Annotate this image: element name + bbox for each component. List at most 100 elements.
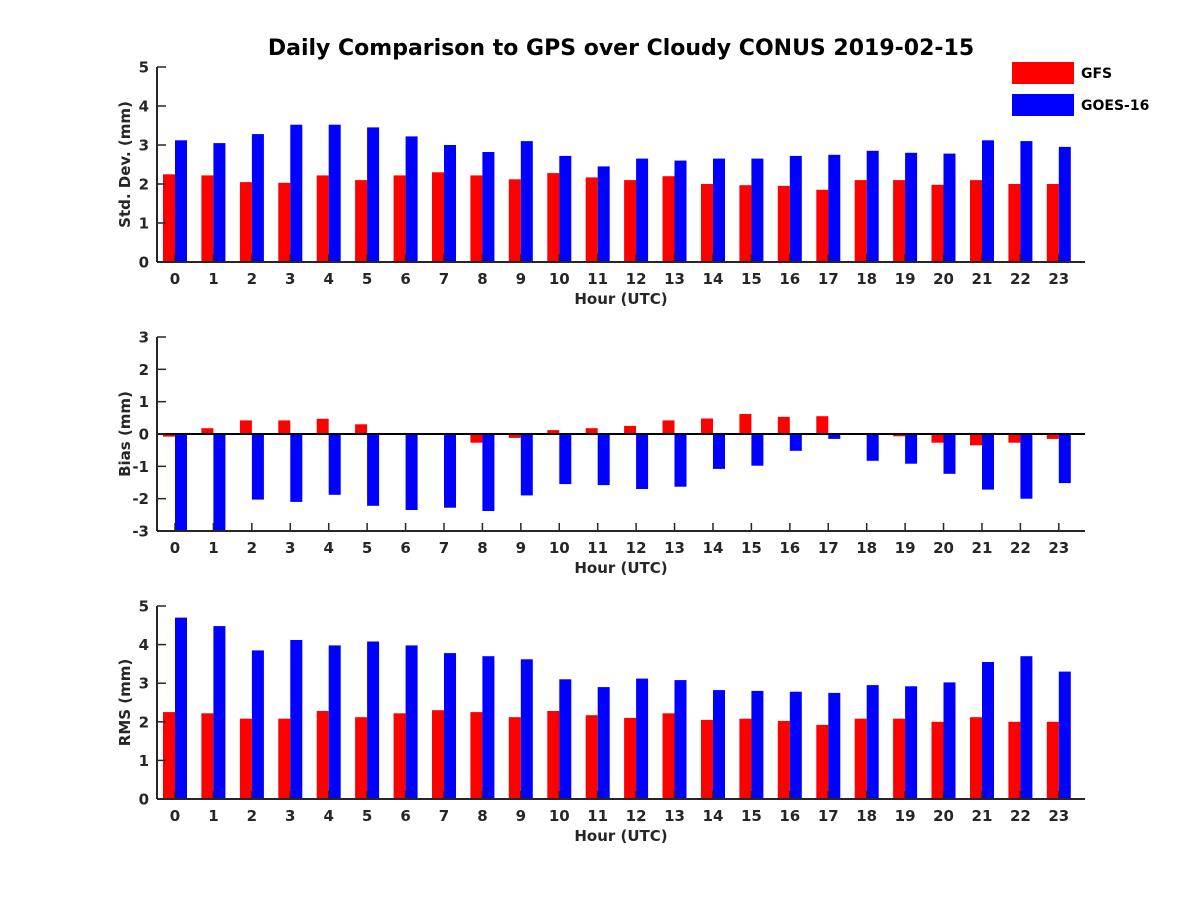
- chart-title: Daily Comparison to GPS over Cloudy CONU…: [268, 36, 974, 61]
- bar-goes-16-hour-0: [175, 140, 187, 262]
- x-tick-label: 17: [818, 539, 839, 557]
- bar-goes-16-hour-19: [905, 152, 918, 262]
- bar-gfs-hour-21: [970, 717, 982, 799]
- bar-goes-16-hour-13: [674, 680, 687, 799]
- x-tick-label: 4: [323, 807, 333, 825]
- bar-goes-16-hour-4: [328, 434, 341, 495]
- bar-goes-16-hour-12: [636, 678, 649, 799]
- bar-goes-16-hour-18: [866, 434, 879, 461]
- x-tick-label: 9: [516, 270, 526, 288]
- bar-gfs-hour-12: [624, 717, 637, 799]
- bar-gfs-hour-2: [239, 718, 252, 799]
- bar-gfs-hour-10: [547, 430, 560, 434]
- x-tick-label: 15: [741, 807, 762, 825]
- bar-goes-16-hour-10: [559, 155, 572, 262]
- bar-gfs-hour-22: [1008, 434, 1021, 443]
- x-tick-label: 22: [1010, 270, 1031, 288]
- y-tick-label: 1: [139, 393, 149, 411]
- x-tick-label: 15: [741, 539, 762, 557]
- x-tick-label: 11: [587, 270, 608, 288]
- bar-gfs-hour-14: [701, 719, 713, 799]
- bar-gfs-hour-22: [1008, 721, 1021, 799]
- y-axis-label: Std. Dev. (mm): [116, 101, 134, 228]
- bar-gfs-hour-18: [854, 718, 867, 799]
- bar-goes-16-hour-22: [1020, 141, 1033, 262]
- bar-gfs-hour-0: [163, 434, 175, 437]
- bar-gfs-hour-21: [970, 434, 982, 446]
- x-tick-label: 3: [285, 807, 295, 825]
- bar-gfs-hour-17: [816, 189, 829, 262]
- x-tick-label: 23: [1048, 270, 1069, 288]
- x-tick-label: 12: [626, 270, 647, 288]
- bar-gfs-hour-13: [662, 713, 675, 799]
- bar-goes-16-hour-15: [751, 434, 764, 466]
- x-tick-label: 11: [587, 807, 608, 825]
- x-tick-label: 8: [477, 539, 487, 557]
- x-tick-label: 0: [170, 539, 180, 557]
- legend: GFS GOES-16: [1012, 62, 1149, 116]
- bar-gfs-hour-7: [432, 172, 444, 262]
- x-tick-label: 13: [664, 539, 685, 557]
- x-tick-label: 13: [664, 270, 685, 288]
- y-tick-label: 0: [139, 791, 149, 809]
- bar-gfs-hour-14: [701, 418, 713, 434]
- bar-goes-16-hour-23: [1058, 434, 1071, 484]
- bar-gfs-hour-3: [278, 182, 291, 262]
- x-tick-label: 8: [477, 807, 487, 825]
- bar-goes-16-hour-16: [789, 434, 802, 451]
- bar-goes-16-hour-6: [405, 136, 418, 262]
- x-tick-label: 7: [439, 807, 449, 825]
- bar-gfs-hour-1: [201, 428, 214, 434]
- bar-gfs-hour-15: [739, 185, 752, 262]
- x-tick-label: 22: [1010, 539, 1031, 557]
- x-tick-label: 18: [856, 270, 877, 288]
- bar-goes-16-hour-14: [713, 434, 725, 469]
- x-tick-label: 21: [972, 539, 993, 557]
- legend-label: GFS: [1081, 66, 1112, 82]
- x-tick-label: 11: [587, 539, 608, 557]
- bar-gfs-hour-11: [585, 428, 598, 434]
- y-tick-label: 2: [139, 713, 149, 731]
- bar-goes-16-hour-2: [251, 650, 264, 799]
- bar-goes-16-hour-17: [828, 434, 841, 439]
- bar-goes-16-hour-21: [982, 140, 994, 262]
- bar-goes-16-hour-15: [751, 690, 764, 799]
- bar-goes-16-hour-18: [866, 685, 879, 799]
- x-tick-label: 7: [439, 270, 449, 288]
- bar-gfs-hour-1: [201, 713, 214, 799]
- bar-goes-16-hour-8: [482, 656, 495, 799]
- x-tick-label: 16: [779, 807, 800, 825]
- x-tick-label: 3: [285, 270, 295, 288]
- x-tick-label: 13: [664, 807, 685, 825]
- x-tick-label: 5: [362, 807, 372, 825]
- y-tick-label: -1: [132, 458, 149, 476]
- x-tick-label: 8: [477, 270, 487, 288]
- bar-goes-16-hour-5: [367, 127, 380, 263]
- bar-gfs-hour-21: [970, 180, 982, 262]
- bar-gfs-hour-9: [508, 434, 521, 438]
- y-tick-label: 4: [139, 98, 149, 116]
- bar-goes-16-hour-0: [175, 434, 187, 531]
- y-tick-label: 5: [139, 59, 149, 77]
- x-tick-label: 1: [208, 270, 218, 288]
- legend-swatch-goes-16: [1012, 94, 1074, 116]
- bar-goes-16-hour-7: [444, 653, 456, 799]
- bar-goes-16-hour-3: [290, 434, 303, 502]
- bar-gfs-hour-5: [355, 180, 368, 262]
- x-tick-label: 0: [170, 807, 180, 825]
- x-tick-label: 4: [323, 270, 333, 288]
- x-tick-label: 2: [247, 807, 257, 825]
- bar-gfs-hour-4: [316, 711, 329, 799]
- x-tick-label: 23: [1048, 539, 1069, 557]
- x-tick-label: 10: [549, 270, 570, 288]
- x-tick-label: 1: [208, 807, 218, 825]
- bar-gfs-hour-15: [739, 718, 752, 799]
- bar-goes-16-hour-12: [636, 434, 649, 489]
- x-tick-label: 21: [972, 807, 993, 825]
- bar-goes-16-hour-1: [213, 626, 226, 799]
- x-tick-label: 14: [703, 807, 724, 825]
- bar-gfs-hour-9: [508, 179, 521, 262]
- x-tick-label: 9: [516, 807, 526, 825]
